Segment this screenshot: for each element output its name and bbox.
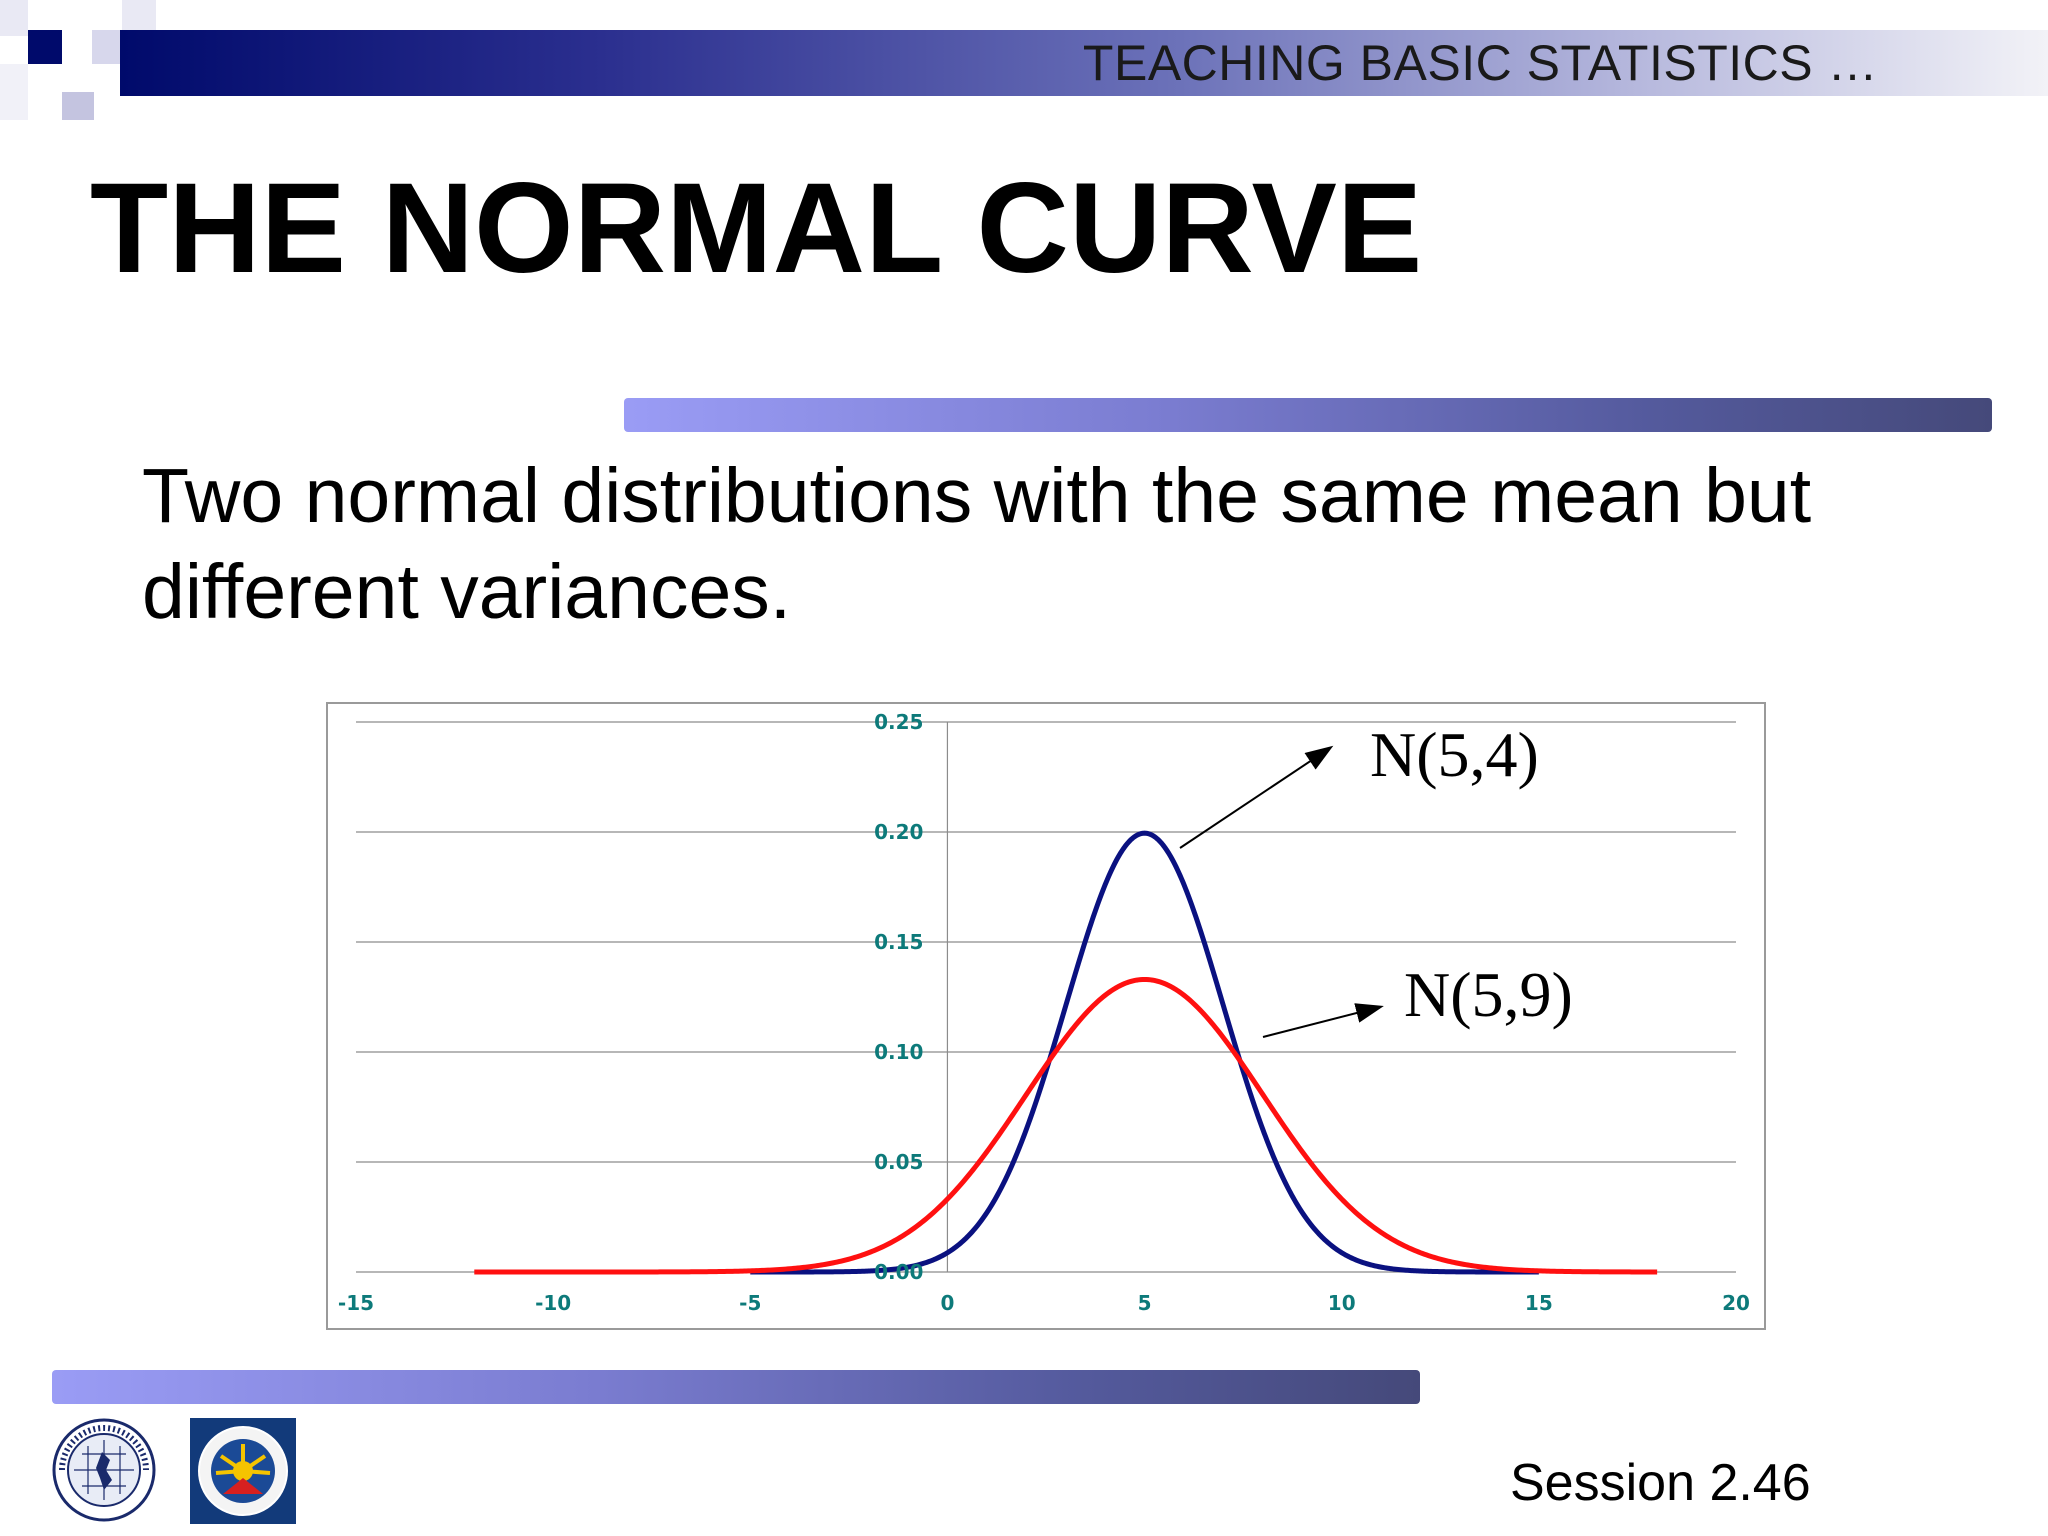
x-tick-label: 15: [1525, 1291, 1553, 1315]
annotation-arrow-n59: [1262, 1003, 1384, 1038]
y-tick-label: 0.10: [874, 1040, 923, 1064]
x-tick-label: -15: [338, 1291, 374, 1315]
corner-square-left: [0, 64, 28, 120]
corner-square-mid: [92, 30, 122, 64]
chart-curves: [473, 830, 1658, 1275]
series-line-n54: [749, 830, 1541, 1275]
divider-bar-upper: [624, 398, 1992, 432]
chart-svg: 0.00 0.05 0.10 0.15 0.20 0.25 -15 -10 -5 0 5 10 15 20…: [338, 710, 1750, 1315]
corner-square-dark: [28, 30, 62, 64]
series-line-n59: [473, 976, 1658, 1275]
corner-square-lower: [62, 92, 94, 120]
slide-title: THE NORMAL CURVE: [90, 157, 1423, 300]
y-tick-label: 0.20: [874, 820, 923, 844]
chart-tick-labels: 0.00 0.05 0.10 0.15 0.20 0.25 -15 -10 -5 0 5 10 15 20: [338, 710, 1750, 1315]
normal-curve-chart: 0.00 0.05 0.10 0.15 0.20 0.25 -15 -10 -5 0 5 10 15 20…: [326, 702, 1766, 1330]
y-tick-label: 0.00: [874, 1260, 923, 1284]
corner-square-top-left: [0, 0, 28, 36]
slide-subtitle: Two normal distributions with the same m…: [142, 448, 1942, 640]
annotation-label-n54: N(5,4): [1370, 719, 1539, 790]
subtitle-line-1: Two normal distributions with the same m…: [142, 453, 1812, 539]
y-tick-label: 0.25: [874, 710, 923, 734]
session-number: Session 2.46: [1510, 1454, 1811, 1512]
y-tick-label: 0.05: [874, 1150, 923, 1174]
psa-seal-logo: [52, 1418, 156, 1522]
subtitle-line-2: different variances.: [142, 549, 792, 635]
x-tick-label: -5: [739, 1291, 761, 1315]
annotation-label-n59: N(5,9): [1404, 959, 1573, 1030]
ched-seal-logo: [190, 1418, 296, 1524]
y-tick-label: 0.15: [874, 930, 923, 954]
annotation-arrow-n54: [1179, 745, 1334, 849]
x-tick-label: 10: [1328, 1291, 1356, 1315]
x-tick-label: 0: [940, 1291, 954, 1315]
header-text: TEACHING BASIC STATISTICS …: [1082, 35, 1878, 91]
x-tick-label: 5: [1138, 1291, 1152, 1315]
header-bar: [120, 30, 2048, 96]
x-tick-label: -10: [535, 1291, 571, 1315]
x-tick-label: 20: [1722, 1291, 1750, 1315]
chart-annotations: N(5,4) N(5,9): [1179, 719, 1573, 1038]
divider-bar-lower: [52, 1370, 1420, 1404]
corner-square-top: [122, 0, 156, 30]
